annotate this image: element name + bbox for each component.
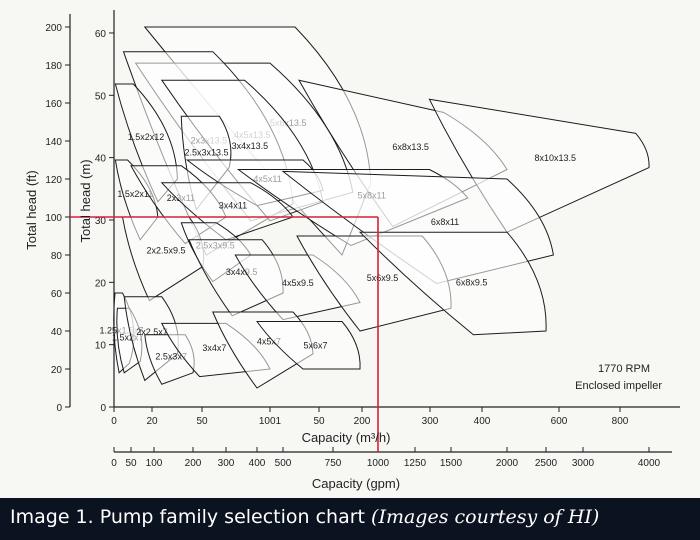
pump-label-6x8x9-5: 6x8x9.5 [456, 278, 488, 288]
ft-tick-label: 200 [45, 23, 62, 34]
gpm-tick-label: 200 [185, 458, 202, 469]
pump-label-8x10x13-5: 8x10x13.5 [535, 153, 577, 163]
gpm-tick-label: 1000 [367, 458, 390, 469]
ft-tick-label: 0 [56, 403, 62, 414]
axes-group [69, 10, 680, 453]
m3h-tick-label: 400 [474, 416, 491, 427]
ft-tick-label: 60 [51, 289, 63, 300]
pump-envelope-5x6x7 [256, 321, 361, 370]
duty-point-lines [70, 216, 379, 452]
pump-label-1-5x2x11: 1.5x2x11 [117, 189, 153, 199]
pump-label-6x8x11: 6x8x11 [431, 217, 459, 227]
caption-bar: Image 1. Pump family selection chart (Im… [0, 498, 700, 540]
m3h-tick-label: 300 [422, 416, 439, 427]
m3h-tick-label: 1001 [259, 416, 282, 427]
gpm-tick-label: 50 [125, 458, 137, 469]
pump-label-4x5x9-5: 4x5x9.5 [282, 278, 314, 288]
note-impeller: Enclosed impeller [575, 380, 662, 392]
gpm-tick-label: 2000 [496, 458, 519, 469]
gpm-tick-label: 500 [275, 458, 292, 469]
pump-label-3x4x13-5: 3x4x13.5 [232, 141, 269, 151]
m3h-tick-label: 200 [354, 416, 371, 427]
gpm-tick-label: 3000 [572, 458, 595, 469]
pump-label-2-5x3x13-5: 2.5x3x13.5 [185, 147, 229, 157]
pump-label-5x6x9-5: 5x6x9.5 [367, 273, 399, 283]
ylabel-ft: Total head (ft) [24, 170, 39, 250]
xlabel-gpm: Capacity (gpm) [312, 476, 400, 491]
m3h-tick-label: 600 [551, 416, 568, 427]
m-tick-label: 10 [95, 341, 107, 352]
pump-label-1-5x2x7: 1.5x2x7 [112, 333, 144, 343]
gpm-tick-label: 1500 [440, 458, 463, 469]
gpm-tick-label: 1250 [404, 458, 427, 469]
m3h-tick-label: 800 [612, 416, 629, 427]
ft-tick-label: 160 [45, 99, 62, 110]
pump-label-2-5x3x7: 2.5x3x7 [155, 352, 187, 362]
m-tick-label: 50 [95, 91, 107, 102]
pump-label-3x4x11: 3x4x11 [219, 201, 247, 211]
m3h-tick-label: 50 [196, 416, 208, 427]
m3h-tick-label: 0 [111, 416, 117, 427]
m-tick-label: 0 [100, 403, 106, 414]
gpm-tick-label: 300 [218, 458, 235, 469]
gpm-tick-label: 750 [325, 458, 342, 469]
caption-main: Image 1. Pump family selection chart [10, 506, 372, 528]
m3h-tick-label: 20 [146, 416, 158, 427]
note-rpm: 1770 RPM [598, 363, 650, 375]
ft-tick-label: 140 [45, 137, 62, 148]
pump-label-3x4x9-5: 3x4x9.5 [226, 267, 258, 277]
figure-caption: Image 1. Pump family selection chart (Im… [10, 506, 599, 528]
pump-label-1-5x2x12: 1.5x2x12 [128, 132, 165, 142]
ft-tick-label: 80 [51, 251, 63, 262]
m-tick-label: 60 [95, 29, 107, 40]
gpm-tick-label: 2500 [535, 458, 558, 469]
pump-label-6x8x13-5: 6x8x13.5 [392, 142, 429, 152]
ft-tick-label: 20 [51, 365, 63, 376]
caption-credit: (Images courtesy of HI) [371, 506, 600, 528]
ft-tick-label: 180 [45, 61, 62, 72]
ylabel-m: Total head (m) [78, 159, 93, 242]
pump-label-5x6x7: 5x6x7 [303, 340, 327, 350]
pump-envelope-6x8x9-5 [358, 231, 547, 336]
gpm-tick-label: 0 [111, 458, 117, 469]
m-tick-label: 30 [95, 216, 107, 227]
gpm-tick-label: 400 [249, 458, 266, 469]
gpm-tick-label: 100 [146, 458, 163, 469]
pump-label-2x2-5x9-5: 2x2.5x9.5 [146, 245, 185, 255]
pump-label-3x4x7: 3x4x7 [202, 343, 226, 353]
ft-tick-label: 120 [45, 175, 62, 186]
m3h-tick-label: 50 [313, 416, 325, 427]
m-tick-label: 20 [95, 278, 107, 289]
pump-curve-group: 5x6x13.54x5x13.56x8x13.58x10x13.52x3x13.… [99, 26, 650, 389]
gpm-tick-label: 4000 [638, 458, 661, 469]
xlabel-m3h: Capacity (m³/h) [302, 430, 391, 445]
pump-label-4x5x7: 4x5x7 [257, 336, 281, 346]
ft-tick-label: 40 [51, 327, 63, 338]
m-tick-label: 40 [95, 154, 107, 165]
pump-label-2x2-5x7: 2x2.5x7 [136, 327, 168, 337]
pump-selection-chart: 5x6x13.54x5x13.56x8x13.58x10x13.52x3x13.… [24, 10, 680, 491]
ft-tick-label: 100 [45, 213, 62, 224]
tick-group: 0204060801001201401601802000102030405060… [45, 23, 660, 469]
